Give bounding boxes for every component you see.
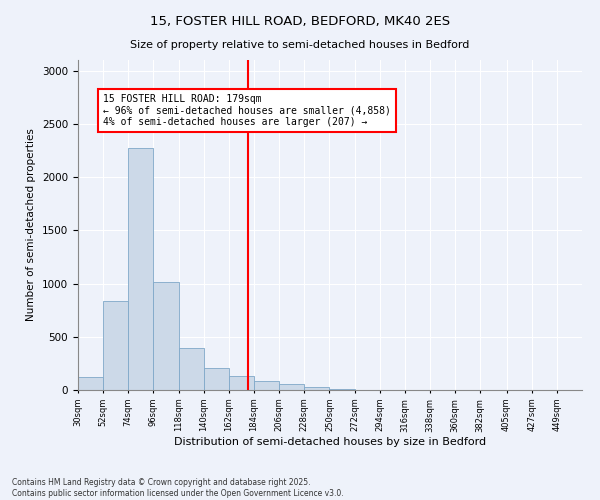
Text: Contains HM Land Registry data © Crown copyright and database right 2025.
Contai: Contains HM Land Registry data © Crown c… <box>12 478 344 498</box>
Bar <box>128 148 154 390</box>
X-axis label: Distribution of semi-detached houses by size in Bedford: Distribution of semi-detached houses by … <box>174 437 486 447</box>
Bar <box>78 377 103 390</box>
Bar <box>204 368 229 390</box>
Bar <box>229 376 254 390</box>
Bar <box>154 282 179 390</box>
Bar <box>103 300 128 390</box>
Text: 15 FOSTER HILL ROAD: 179sqm
← 96% of semi-detached houses are smaller (4,858)
4%: 15 FOSTER HILL ROAD: 179sqm ← 96% of sem… <box>103 94 391 128</box>
Text: Size of property relative to semi-detached houses in Bedford: Size of property relative to semi-detach… <box>130 40 470 50</box>
Y-axis label: Number of semi-detached properties: Number of semi-detached properties <box>26 128 37 322</box>
Bar <box>254 382 279 390</box>
Bar <box>279 384 304 390</box>
Text: 15, FOSTER HILL ROAD, BEDFORD, MK40 2ES: 15, FOSTER HILL ROAD, BEDFORD, MK40 2ES <box>150 15 450 28</box>
Bar <box>304 387 329 390</box>
Bar <box>179 348 204 390</box>
